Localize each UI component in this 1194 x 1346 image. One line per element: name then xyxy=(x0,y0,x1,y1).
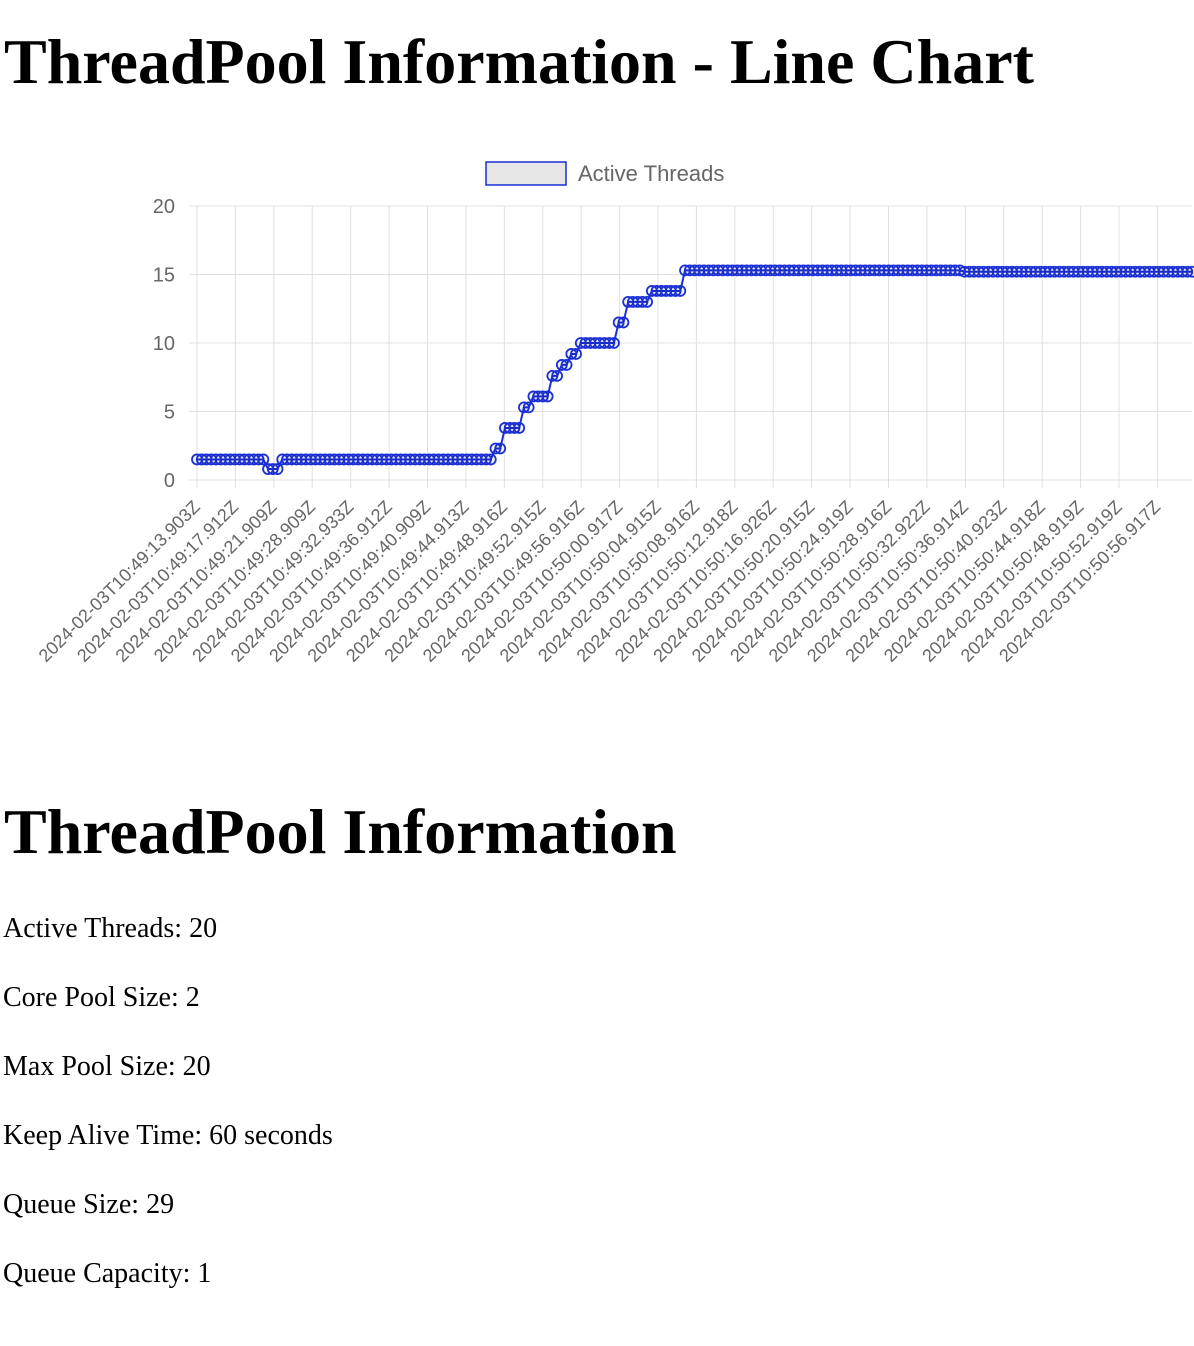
series-active-threads xyxy=(191,264,1194,475)
chart-legend[interactable]: Active Threads xyxy=(485,161,724,186)
queue-capacity-info: Queue Capacity: 1 xyxy=(3,1258,212,1289)
data-point[interactable] xyxy=(570,348,582,360)
y-tick-label: 20 xyxy=(153,196,175,218)
legend-label-active-threads: Active Threads xyxy=(578,161,724,186)
y-tick-label: 15 xyxy=(153,265,175,287)
y-axis-ticks: 0 5 10 15 20 xyxy=(153,196,175,492)
chart-page-title: ThreadPool Information - Line Chart xyxy=(4,26,1034,97)
keep-alive-time-info: Keep Alive Time: 60 seconds xyxy=(3,1120,333,1151)
data-point[interactable] xyxy=(494,442,507,455)
data-point[interactable] xyxy=(551,369,563,382)
data-point[interactable] xyxy=(608,337,620,349)
legend-swatch-active-threads xyxy=(485,161,567,186)
data-point[interactable] xyxy=(617,316,630,329)
data-point[interactable] xyxy=(560,359,573,371)
data-point[interactable] xyxy=(513,422,526,434)
data-point[interactable] xyxy=(541,390,554,403)
max-pool-size-info: Max Pool Size: 20 xyxy=(3,1051,211,1082)
data-point[interactable] xyxy=(484,453,497,466)
data-point[interactable] xyxy=(1186,265,1194,278)
y-tick-label: 0 xyxy=(164,470,175,492)
data-point[interactable] xyxy=(522,401,535,414)
data-point[interactable] xyxy=(257,453,270,466)
y-tick-label: 5 xyxy=(164,402,175,424)
series-line-active-threads xyxy=(197,269,1192,471)
queue-size-info: Queue Size: 29 xyxy=(3,1189,175,1220)
data-point[interactable] xyxy=(674,285,687,297)
data-point[interactable] xyxy=(271,463,284,475)
info-section-title: ThreadPool Information xyxy=(4,796,677,867)
active-threads-info: Active Threads: 20 xyxy=(3,913,218,944)
active-threads-line-chart: 0 5 10 15 20 2024-02-03T10:49:13.903Z2024-02… xyxy=(35,161,1194,666)
core-pool-size-info: Core Pool Size: 2 xyxy=(3,982,200,1013)
x-axis-ticks: 2024-02-03T10:49:13.903Z2024-02-03T10:49… xyxy=(35,497,1165,666)
y-tick-label: 10 xyxy=(153,333,175,355)
data-point[interactable] xyxy=(641,295,654,308)
chart-grid xyxy=(189,205,1192,488)
